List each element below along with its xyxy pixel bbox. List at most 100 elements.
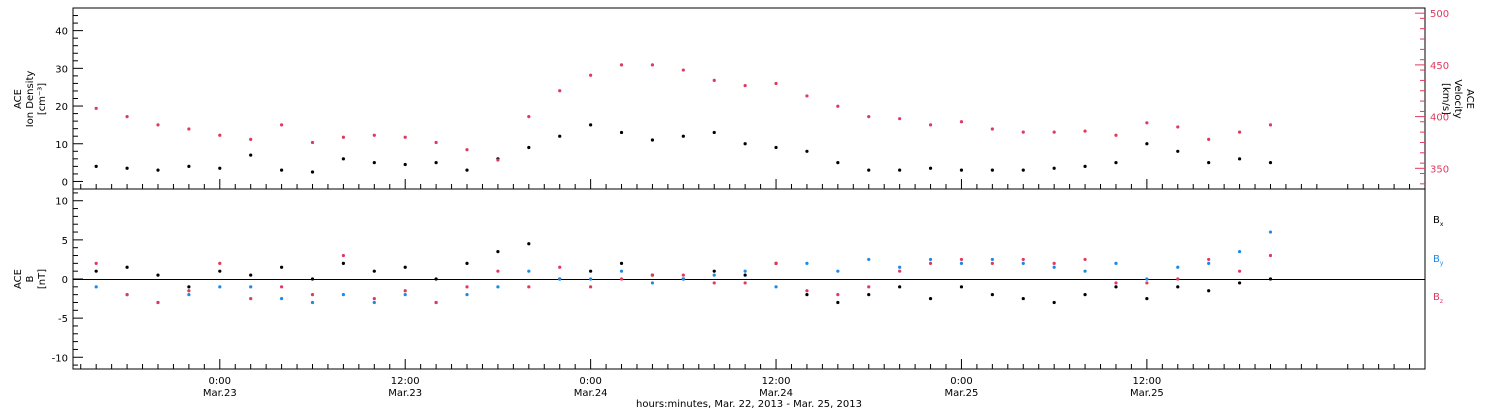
density-point xyxy=(156,168,160,172)
velocity-point xyxy=(279,123,284,127)
density-point xyxy=(218,166,222,170)
velocity-point xyxy=(959,120,964,124)
legend-by: By xyxy=(1433,254,1444,267)
bx-point xyxy=(249,273,253,277)
density-point xyxy=(650,138,655,142)
density-point xyxy=(712,130,716,135)
velocity-point xyxy=(681,68,685,72)
velocity-point xyxy=(434,140,438,145)
by-point xyxy=(589,277,593,281)
density-point xyxy=(125,166,129,170)
by-point xyxy=(558,277,562,281)
density-point xyxy=(1145,142,1149,146)
bz-point xyxy=(928,261,933,265)
bottom-ylabel: ACE B [nT] xyxy=(13,269,48,289)
top-right-ylabel: ACE Velocity [km/s] xyxy=(1440,79,1475,118)
bz-point xyxy=(218,261,222,265)
top-panel-frame xyxy=(72,7,1426,190)
x-tick-label-time: 0:00 xyxy=(209,376,231,387)
bz-point xyxy=(743,281,747,285)
x-tick-label-time: 12:00 xyxy=(391,376,420,387)
by-point xyxy=(1207,261,1211,265)
bz-point xyxy=(434,300,438,305)
density-point xyxy=(1052,166,1056,170)
by-point xyxy=(805,261,809,265)
bz-point xyxy=(1176,277,1180,281)
velocity-point xyxy=(712,78,716,82)
velocity-point xyxy=(341,135,345,139)
velocity-point xyxy=(527,115,531,119)
bottom-tick-label: -10 xyxy=(52,353,68,364)
bz-point xyxy=(681,273,685,277)
bz-point xyxy=(1021,257,1025,262)
density-point xyxy=(743,142,747,146)
ylabel-line-3: [cm⁻³] xyxy=(37,83,48,115)
by-point xyxy=(836,269,840,273)
bz-point xyxy=(1114,281,1118,285)
by-point xyxy=(310,300,315,305)
x-tick-label-time: 12:00 xyxy=(1132,376,1161,387)
density-point xyxy=(279,168,284,172)
bx-point xyxy=(1237,281,1242,285)
density-point xyxy=(1207,161,1211,165)
x-tick-label-date: Mar.25 xyxy=(945,388,979,399)
legend-bx: Bx xyxy=(1433,215,1444,228)
density-point xyxy=(836,161,840,165)
density-point xyxy=(867,168,871,172)
bx-point xyxy=(465,261,469,265)
velocity-point xyxy=(1268,123,1273,127)
bz-point xyxy=(836,293,840,297)
bz-point xyxy=(1083,257,1087,262)
bx-point xyxy=(898,285,902,289)
bx-point xyxy=(341,261,345,265)
b-ylabel-line-1: ACE xyxy=(13,269,24,289)
velocity-point xyxy=(496,158,500,162)
velocity-point xyxy=(125,115,129,119)
x-axis-label: hours:minutes, Mar. 22, 2013 - Mar. 25, … xyxy=(636,399,862,410)
top-left-tick-label: 20 xyxy=(55,102,68,113)
x-tick-label-date: Mar.23 xyxy=(388,388,422,399)
density-point xyxy=(341,157,345,161)
velocity-point xyxy=(650,63,655,67)
bx-point xyxy=(805,293,809,297)
bz-point xyxy=(156,300,160,305)
bx-point xyxy=(403,265,407,269)
bz-point xyxy=(558,265,562,269)
bx-point xyxy=(1268,277,1273,281)
top-right-tick-label: 350 xyxy=(1430,164,1449,175)
bz-point xyxy=(94,261,98,265)
top-left-tick-label: 30 xyxy=(55,64,68,75)
bz-point xyxy=(372,296,376,301)
bz-point xyxy=(403,289,407,293)
by-point xyxy=(527,269,531,273)
bx-point xyxy=(1052,300,1056,305)
density-point xyxy=(1268,161,1273,165)
velocity-point xyxy=(1237,130,1242,134)
velocity-point xyxy=(94,106,98,110)
velocity-point xyxy=(1145,121,1149,125)
bx-point xyxy=(867,293,871,297)
bx-point xyxy=(1207,289,1211,293)
ylabel-line-2: Ion Density xyxy=(25,71,36,128)
bz-point xyxy=(527,285,531,289)
by-point xyxy=(496,285,500,289)
velocity-point xyxy=(187,127,191,131)
velocity-point xyxy=(156,123,160,127)
legend-bz: Bz xyxy=(1433,292,1443,305)
top-left-tick-label: 10 xyxy=(55,140,68,151)
velocity-point xyxy=(867,115,871,119)
by-point xyxy=(867,257,871,262)
bz-point xyxy=(589,285,593,289)
velocity-point xyxy=(836,104,840,108)
bx-point xyxy=(1114,285,1118,289)
bz-point xyxy=(1145,281,1149,285)
by-point xyxy=(650,281,655,285)
bx-point xyxy=(619,261,624,265)
velocity-point xyxy=(218,133,222,137)
velocity-point xyxy=(1052,130,1056,134)
ylabel-line-1: ACE xyxy=(13,89,24,109)
by-point xyxy=(465,293,469,297)
bx-point xyxy=(156,273,160,277)
bz-point xyxy=(187,289,191,293)
bz-point xyxy=(712,281,716,285)
